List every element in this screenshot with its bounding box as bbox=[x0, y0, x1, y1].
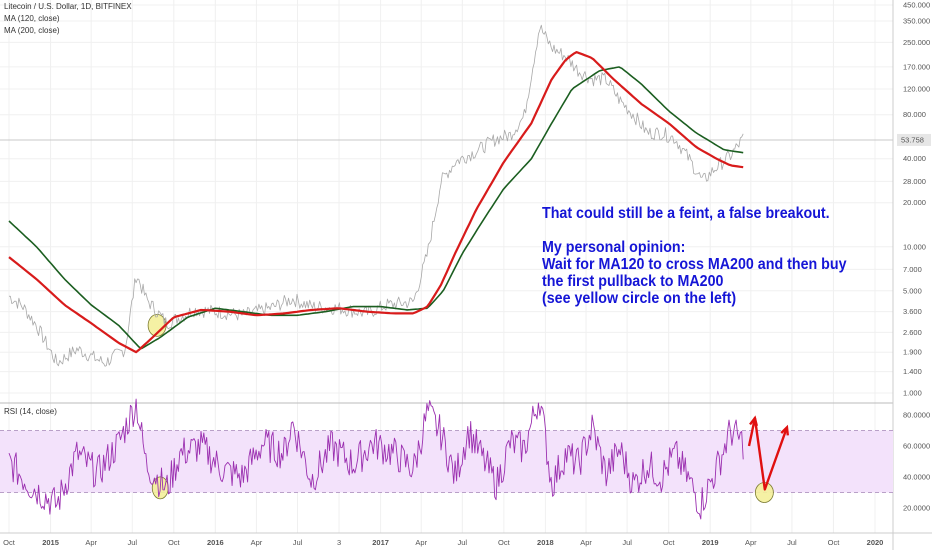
x-tick-label: Jul bbox=[458, 538, 468, 547]
rsi-tick-label: 60.0000 bbox=[903, 442, 930, 451]
x-tick-label: 2019 bbox=[702, 538, 719, 547]
annotation-text[interactable]: That could still be a feint, a false bre… bbox=[542, 205, 847, 307]
x-tick-label: Apr bbox=[415, 538, 427, 547]
y-tick-label: 350.000 bbox=[903, 16, 930, 25]
x-tick-label: 2020 bbox=[867, 538, 884, 547]
y-tick-label: 250.000 bbox=[903, 38, 930, 47]
x-tick-label: 2018 bbox=[537, 538, 554, 547]
y-tick-label: 1.000 bbox=[903, 389, 922, 398]
x-tick-label: Apr bbox=[85, 538, 97, 547]
rsi-line bbox=[8, 398, 744, 520]
annotation-line-1: That could still be a feint, a false bre… bbox=[542, 205, 830, 222]
y-tick-label: 5.000 bbox=[903, 286, 922, 295]
last-price-marker bbox=[897, 133, 931, 146]
ma200-line bbox=[8, 66, 744, 350]
rsi-tick-label: 20.0000 bbox=[903, 504, 930, 513]
x-tick-label: Oct bbox=[498, 538, 511, 547]
x-tick-label: Oct bbox=[168, 538, 181, 547]
x-tick-label: Apr bbox=[251, 538, 263, 547]
x-tick-label: Jul bbox=[622, 538, 632, 547]
x-tick-label: Oct bbox=[3, 538, 16, 547]
y-tick-label: 450.000 bbox=[903, 1, 930, 10]
x-tick-label: Apr bbox=[580, 538, 592, 547]
x-tick-label: 2017 bbox=[372, 538, 389, 547]
x-tick-label: Jul bbox=[293, 538, 303, 547]
rsi-tick-label: 80.0000 bbox=[903, 411, 930, 420]
annotation-line-2 bbox=[542, 222, 847, 239]
y-tick-label: 3.600 bbox=[903, 307, 922, 316]
x-tick-label: 2015 bbox=[42, 538, 59, 547]
x-tick-label: Apr bbox=[745, 538, 757, 547]
annotation-line-5: the first pullback to MA200 bbox=[542, 273, 724, 290]
ma120-legend[interactable]: MA (120, close) bbox=[4, 14, 60, 23]
y-tick-label: 120.000 bbox=[903, 84, 930, 93]
y-tick-label: 20.000 bbox=[903, 198, 926, 207]
y-tick-label: 2.600 bbox=[903, 328, 922, 337]
y-tick-label: 40.000 bbox=[903, 154, 926, 163]
x-tick-label: Jul bbox=[127, 538, 137, 547]
y-tick-label: 170.000 bbox=[903, 62, 930, 71]
rsi-tick-label: 40.0000 bbox=[903, 473, 930, 482]
arrow-head bbox=[780, 424, 790, 436]
annotation-line-6: (see yellow circle on the left) bbox=[542, 290, 737, 307]
y-tick-label: 28.000 bbox=[903, 177, 926, 186]
symbol-title[interactable]: Litecoin / U.S. Dollar, 1D, BITFINEX bbox=[4, 2, 132, 11]
y-tick-label: 1.400 bbox=[903, 367, 922, 376]
ma120-line bbox=[8, 51, 744, 354]
forecast-arrow-path bbox=[747, 416, 789, 491]
x-tick-label: 2016 bbox=[207, 538, 224, 547]
x-tick-label: Oct bbox=[828, 538, 841, 547]
rsi-legend[interactable]: RSI (14, close) bbox=[4, 407, 57, 416]
y-tick-label: 7.000 bbox=[903, 265, 922, 274]
price-series-line bbox=[8, 24, 744, 367]
x-tick-label: Oct bbox=[663, 538, 676, 547]
arrow-head bbox=[749, 415, 758, 427]
annotation-line-4: Wait for MA120 to cross MA200 and then b… bbox=[542, 256, 847, 273]
last-price-label: 53.758 bbox=[901, 135, 924, 144]
y-tick-label: 10.000 bbox=[903, 242, 926, 251]
y-tick-label: 1.900 bbox=[903, 348, 922, 357]
annotation-line-3: My personal opinion: bbox=[542, 239, 686, 256]
ma200-legend[interactable]: MA (200, close) bbox=[4, 26, 60, 35]
y-tick-label: 80.000 bbox=[903, 110, 926, 119]
x-tick-label: Jul bbox=[787, 538, 797, 547]
x-tick-label: 3 bbox=[337, 538, 341, 547]
